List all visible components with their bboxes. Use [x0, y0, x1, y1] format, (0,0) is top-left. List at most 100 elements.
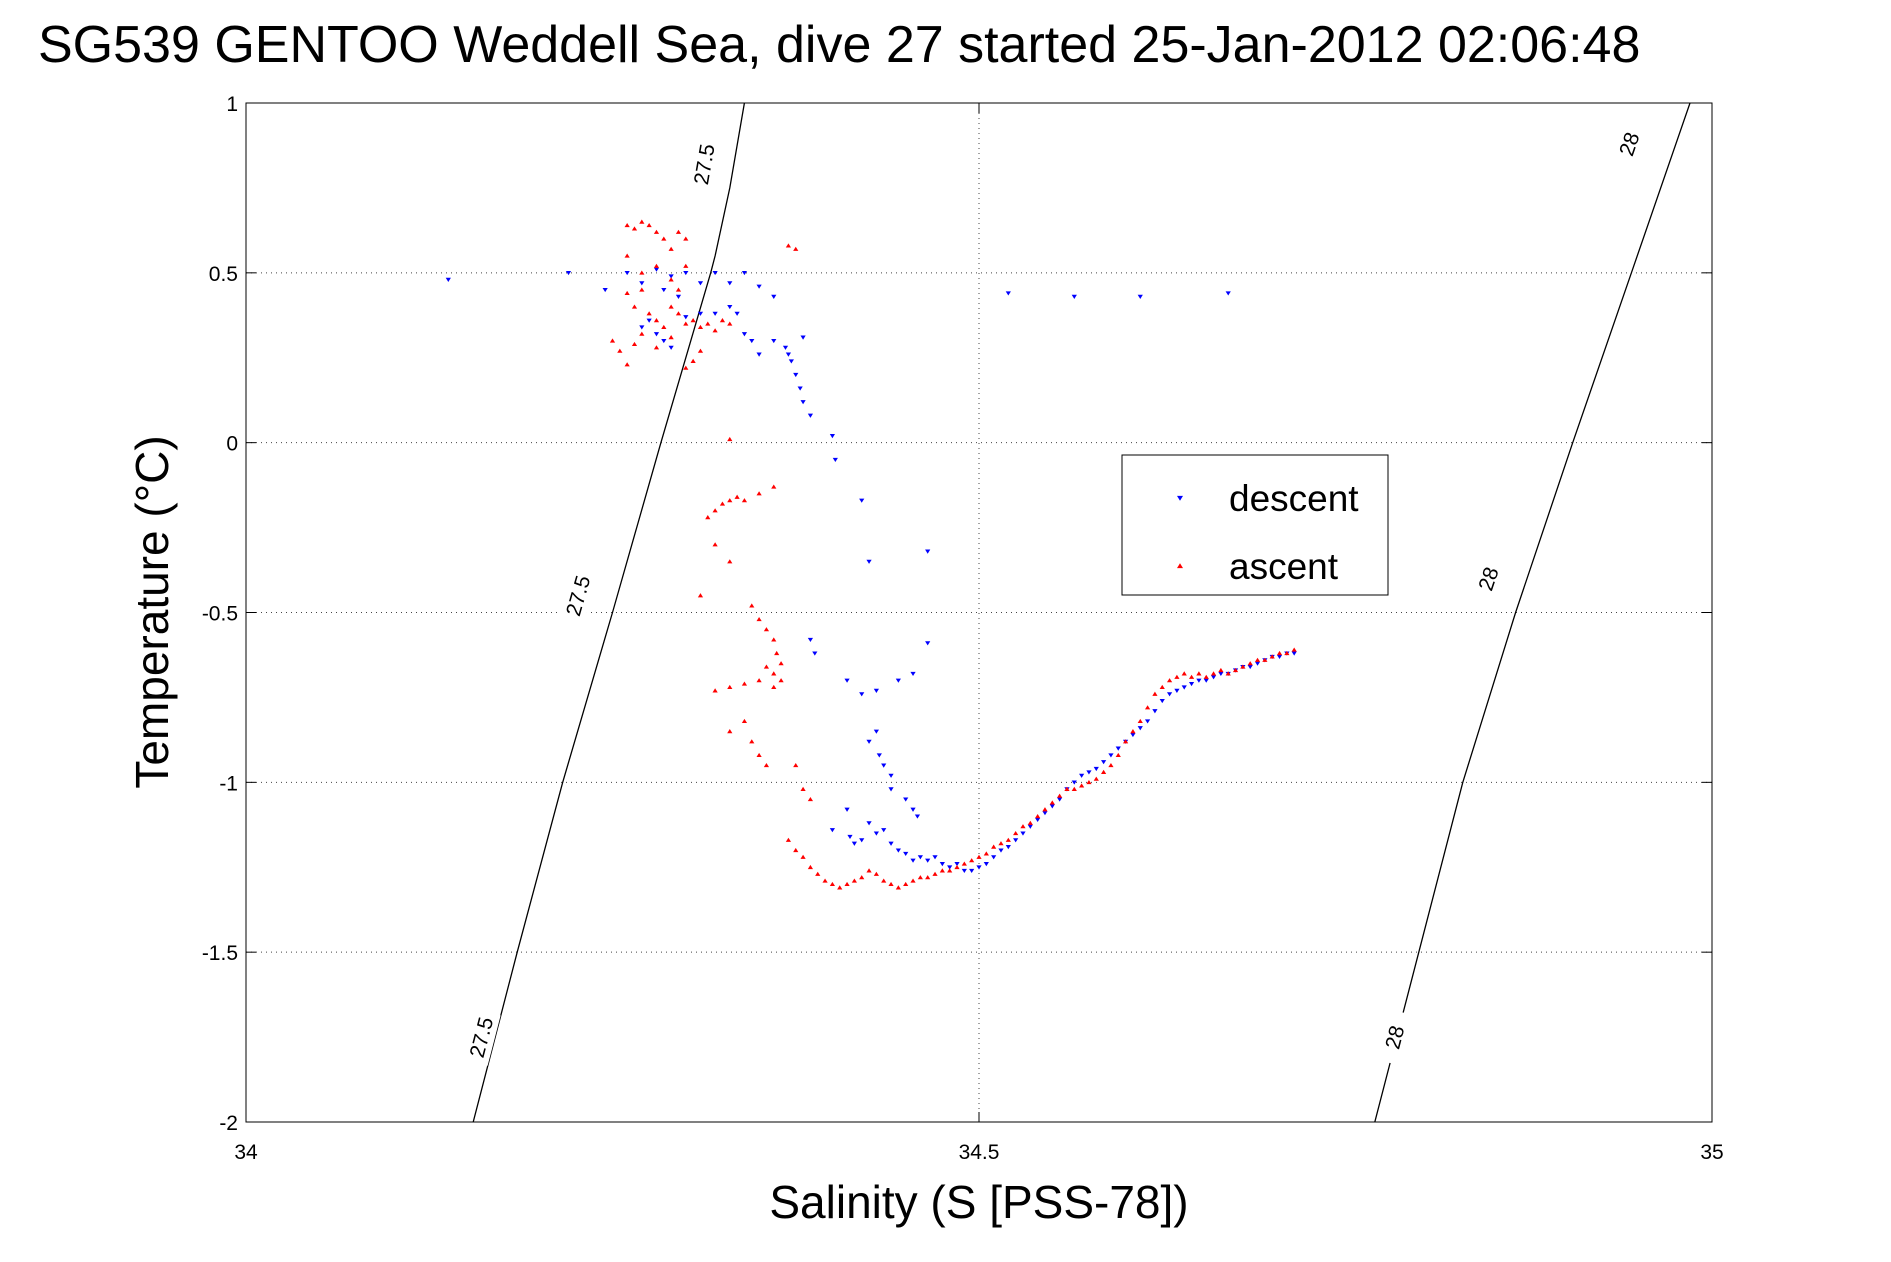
descent-point [991, 855, 997, 860]
ascent-point [661, 324, 667, 329]
ascent-point [734, 494, 740, 499]
contour-label-bg [1466, 549, 1510, 608]
legend-box [1121, 454, 1389, 596]
descent-point [895, 848, 901, 853]
descent-point [873, 831, 879, 836]
ascent-point [1144, 705, 1151, 710]
ascent-point [697, 348, 704, 353]
descent-point [807, 413, 814, 418]
descent-point [1166, 692, 1173, 697]
descent-point [1027, 824, 1033, 829]
isopycnal-27.5 [472, 103, 746, 1122]
ascent-point [653, 318, 660, 323]
ascent-point [771, 671, 777, 676]
descent-point [697, 311, 704, 316]
descent-point [847, 834, 853, 840]
ascent-point [873, 871, 879, 876]
y-axis-label: Temperature (°C) [126, 435, 178, 788]
descent-point [925, 641, 931, 646]
ascent-point [631, 304, 638, 309]
y-tick-label: -1 [219, 772, 238, 795]
descent-point [749, 338, 755, 344]
ascent-point [1130, 729, 1136, 734]
descent-point [844, 678, 850, 683]
ascent-point [639, 219, 645, 224]
descent-point [697, 281, 704, 286]
descent-point [1137, 726, 1143, 731]
contour-label-bg [1606, 114, 1651, 173]
ascent-point [1042, 807, 1048, 812]
legend-label-ascent: ascent [1229, 546, 1339, 587]
descent-point [888, 787, 894, 792]
descent-point [1057, 797, 1063, 802]
descent-point [1101, 760, 1107, 765]
descent-point [998, 848, 1004, 853]
ascent-point [763, 763, 770, 768]
y-tick-label: 0.5 [209, 263, 238, 286]
descent-point [812, 651, 818, 656]
y-tick-label: 0 [226, 433, 238, 456]
ascent-point [661, 236, 667, 241]
ascent-point [763, 664, 770, 669]
descent-point [859, 838, 865, 843]
descent-point [797, 386, 803, 391]
descent-point [1181, 685, 1187, 690]
ascent-point [1035, 813, 1041, 819]
descent-point [1042, 811, 1048, 816]
descent-point [712, 271, 718, 276]
descent-point [1203, 678, 1209, 683]
ascent-point [668, 304, 674, 309]
ascent-point [639, 287, 645, 292]
descent-point [961, 868, 967, 873]
descent-point [661, 287, 667, 293]
ascent-point [1057, 793, 1063, 798]
ascent-point [675, 287, 682, 292]
descent-point [653, 267, 660, 272]
descent-point [969, 868, 975, 873]
ascent-point [727, 684, 733, 690]
descent-point [851, 841, 857, 846]
ascent-point [1020, 824, 1026, 829]
descent-point [910, 671, 916, 676]
descent-point [1049, 804, 1055, 809]
ascent-point [837, 885, 843, 890]
data-points [445, 219, 1297, 890]
ascent-point [741, 681, 748, 686]
contour-label: 28 [1381, 1023, 1409, 1051]
descent-point [1079, 773, 1085, 778]
ascent-point [668, 335, 674, 340]
descent-point [727, 304, 733, 310]
ascent-point [697, 324, 704, 329]
descent-point [914, 814, 921, 819]
ascent-point [1013, 830, 1019, 836]
descent-point [1210, 675, 1217, 680]
ascent-point [624, 253, 630, 258]
ascent-point [646, 311, 652, 316]
legend-marker-descent [1177, 495, 1183, 501]
ascent-point [859, 875, 865, 880]
descent-point [800, 400, 806, 405]
ascent-point [727, 436, 733, 442]
ascent-point [727, 559, 733, 564]
descent-point [1152, 709, 1158, 714]
ascent-point [1086, 779, 1092, 785]
ascent-point [1247, 661, 1253, 666]
ascent-point [1152, 691, 1158, 696]
ascent-point [653, 345, 660, 350]
ascent-point [800, 854, 806, 859]
ascent-point [756, 616, 762, 622]
descent-point [639, 281, 645, 286]
x-axis-label: Salinity (S [PSS-78]) [769, 1176, 1188, 1228]
ascent-point [705, 321, 711, 326]
descent-point [675, 294, 682, 299]
ascent-point [800, 786, 806, 791]
ascent-point [675, 229, 682, 234]
descent-point [1137, 294, 1143, 299]
descent-point [1218, 671, 1224, 676]
ascent-point [969, 858, 975, 863]
ascent-point [793, 246, 799, 251]
ascent-point [609, 338, 616, 343]
descent-point [734, 311, 740, 316]
y-tick-label: -1.5 [202, 942, 238, 965]
descent-point [829, 828, 835, 833]
